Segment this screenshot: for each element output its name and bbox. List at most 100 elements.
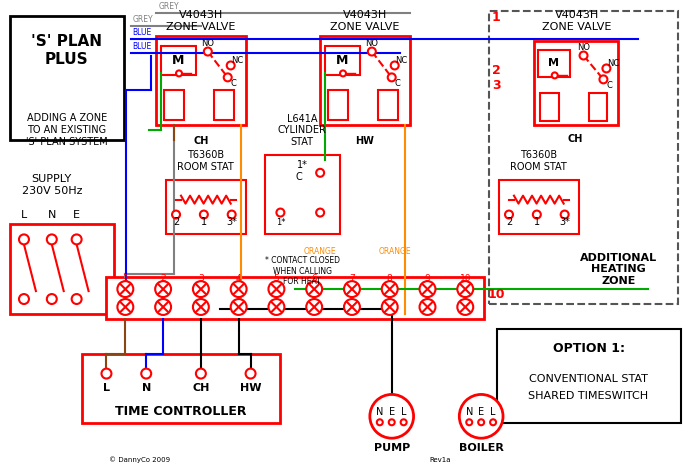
Text: BLUE: BLUE bbox=[132, 28, 152, 37]
FancyBboxPatch shape bbox=[378, 90, 397, 120]
Circle shape bbox=[193, 299, 209, 315]
Circle shape bbox=[580, 51, 587, 59]
Circle shape bbox=[19, 294, 29, 304]
FancyBboxPatch shape bbox=[161, 45, 196, 75]
Text: 2: 2 bbox=[492, 64, 500, 77]
Text: 8: 8 bbox=[387, 274, 393, 283]
Circle shape bbox=[368, 48, 376, 56]
Text: 7: 7 bbox=[349, 274, 355, 283]
Circle shape bbox=[228, 211, 236, 219]
FancyBboxPatch shape bbox=[156, 36, 246, 125]
Circle shape bbox=[505, 211, 513, 219]
FancyBboxPatch shape bbox=[266, 155, 340, 234]
Circle shape bbox=[466, 419, 472, 425]
Text: 'S' PLAN
PLUS: 'S' PLAN PLUS bbox=[31, 34, 102, 67]
Text: C: C bbox=[230, 79, 237, 88]
Circle shape bbox=[224, 73, 232, 81]
Text: M: M bbox=[336, 54, 348, 67]
Circle shape bbox=[344, 299, 360, 315]
Circle shape bbox=[490, 419, 496, 425]
Circle shape bbox=[316, 169, 324, 177]
Text: 3*: 3* bbox=[559, 218, 570, 227]
FancyBboxPatch shape bbox=[534, 41, 618, 125]
Text: N: N bbox=[141, 383, 151, 394]
Text: HW: HW bbox=[355, 136, 374, 146]
Text: NO: NO bbox=[577, 43, 590, 52]
Circle shape bbox=[19, 234, 29, 244]
Text: HW: HW bbox=[240, 383, 262, 394]
Circle shape bbox=[533, 211, 541, 219]
Text: V4043H
ZONE VALVE: V4043H ZONE VALVE bbox=[542, 10, 611, 31]
Circle shape bbox=[200, 211, 208, 219]
Circle shape bbox=[176, 70, 182, 76]
Circle shape bbox=[230, 299, 246, 315]
Text: 1: 1 bbox=[534, 218, 540, 227]
FancyBboxPatch shape bbox=[214, 90, 234, 120]
Text: NO: NO bbox=[201, 39, 215, 48]
Circle shape bbox=[47, 294, 57, 304]
Circle shape bbox=[204, 48, 212, 56]
Text: N: N bbox=[48, 210, 56, 219]
Text: 10: 10 bbox=[460, 274, 471, 283]
Text: PUMP: PUMP bbox=[373, 443, 410, 453]
FancyBboxPatch shape bbox=[81, 354, 280, 423]
Text: T6360B
ROOM STAT: T6360B ROOM STAT bbox=[511, 150, 567, 172]
Text: 6: 6 bbox=[311, 274, 317, 283]
Text: TIME CONTROLLER: TIME CONTROLLER bbox=[115, 405, 247, 418]
Text: L: L bbox=[491, 407, 496, 417]
Text: NO: NO bbox=[365, 39, 378, 48]
Text: T6360B
ROOM STAT: T6360B ROOM STAT bbox=[177, 150, 234, 172]
FancyBboxPatch shape bbox=[325, 45, 360, 75]
Circle shape bbox=[457, 281, 473, 297]
Circle shape bbox=[382, 281, 397, 297]
FancyBboxPatch shape bbox=[499, 180, 579, 234]
FancyBboxPatch shape bbox=[540, 93, 559, 121]
Circle shape bbox=[172, 211, 180, 219]
Circle shape bbox=[420, 281, 435, 297]
Text: E: E bbox=[478, 407, 484, 417]
FancyBboxPatch shape bbox=[166, 180, 246, 234]
Text: 3*: 3* bbox=[226, 218, 237, 227]
Text: V4043H
ZONE VALVE: V4043H ZONE VALVE bbox=[331, 10, 400, 31]
Text: ADDING A ZONE
TO AN EXISTING
'S' PLAN SYSTEM: ADDING A ZONE TO AN EXISTING 'S' PLAN SY… bbox=[26, 113, 108, 146]
Text: NC: NC bbox=[607, 59, 620, 68]
Text: E: E bbox=[73, 210, 80, 219]
Text: C: C bbox=[395, 79, 401, 88]
Text: 3: 3 bbox=[492, 79, 500, 92]
Text: CONVENTIONAL STAT: CONVENTIONAL STAT bbox=[529, 373, 648, 384]
Text: NC: NC bbox=[232, 56, 244, 65]
FancyBboxPatch shape bbox=[497, 329, 681, 423]
Circle shape bbox=[316, 209, 324, 217]
Circle shape bbox=[388, 73, 395, 81]
FancyBboxPatch shape bbox=[328, 90, 348, 120]
Circle shape bbox=[72, 234, 81, 244]
Text: BOILER: BOILER bbox=[459, 443, 504, 453]
Circle shape bbox=[388, 419, 395, 425]
Text: BLUE: BLUE bbox=[132, 42, 152, 51]
Circle shape bbox=[193, 281, 209, 297]
Circle shape bbox=[344, 281, 360, 297]
Text: 2: 2 bbox=[160, 274, 166, 283]
FancyBboxPatch shape bbox=[164, 90, 184, 120]
Circle shape bbox=[600, 75, 607, 83]
Text: GREY: GREY bbox=[132, 15, 153, 24]
Circle shape bbox=[117, 299, 133, 315]
Text: SUPPLY
230V 50Hz: SUPPLY 230V 50Hz bbox=[21, 174, 82, 196]
Text: CH: CH bbox=[193, 136, 208, 146]
Text: N: N bbox=[376, 407, 384, 417]
Text: L: L bbox=[21, 210, 27, 219]
Text: E: E bbox=[388, 407, 395, 417]
Text: L: L bbox=[103, 383, 110, 394]
Circle shape bbox=[306, 281, 322, 297]
Text: C: C bbox=[607, 81, 612, 90]
Text: 10: 10 bbox=[487, 287, 505, 300]
Text: 2: 2 bbox=[173, 218, 179, 227]
Text: ORANGE: ORANGE bbox=[378, 247, 411, 256]
Circle shape bbox=[602, 65, 611, 73]
Text: ORANGE: ORANGE bbox=[304, 247, 337, 256]
Circle shape bbox=[391, 61, 399, 69]
Text: SHARED TIMESWITCH: SHARED TIMESWITCH bbox=[529, 391, 649, 402]
Text: 2: 2 bbox=[506, 218, 512, 227]
Text: 1*: 1* bbox=[297, 160, 308, 170]
Circle shape bbox=[370, 395, 413, 438]
